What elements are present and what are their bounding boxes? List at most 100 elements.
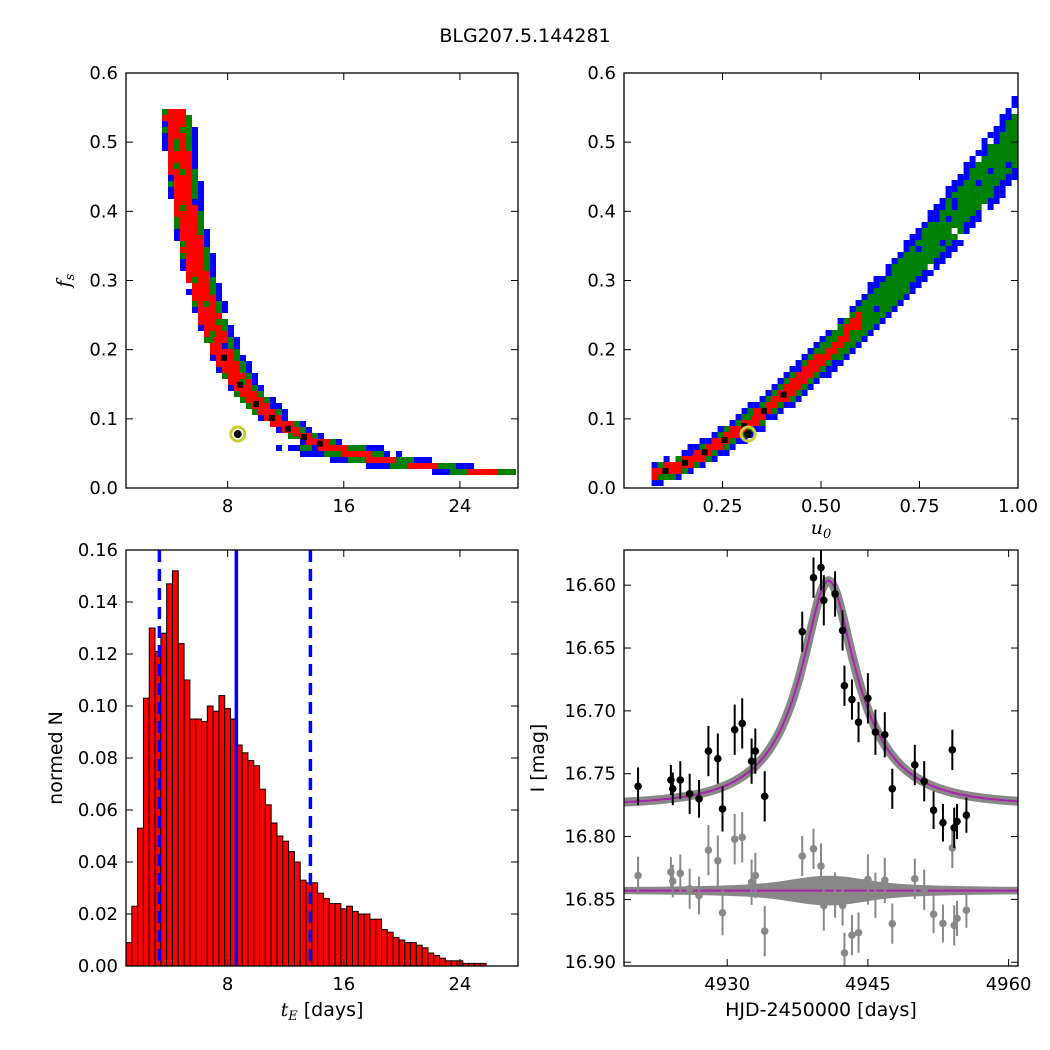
histogram-bar xyxy=(299,879,307,967)
confidence-cell-middle xyxy=(294,421,300,427)
confidence-cell-inner xyxy=(228,361,234,367)
confidence-cell-outer xyxy=(306,451,312,457)
confidence-cell-inner xyxy=(318,445,324,451)
x-axis-label-sub: E xyxy=(287,1009,298,1024)
confidence-cell-inner xyxy=(735,432,742,438)
confidence-cell-middle xyxy=(1011,150,1018,156)
confidence-cell-outer xyxy=(951,186,958,192)
confidence-cell-inner xyxy=(186,247,192,253)
y-tick-label: 0.08 xyxy=(78,748,118,769)
confidence-cell-outer xyxy=(735,438,742,444)
confidence-cell-middle xyxy=(993,180,1000,186)
confidence-cell-inner xyxy=(198,301,204,307)
confidence-cell-middle xyxy=(747,414,754,420)
confidence-cell-middle xyxy=(1005,144,1012,150)
confidence-cell-middle xyxy=(903,276,910,282)
confidence-cell-inner xyxy=(807,360,814,366)
confidence-cell-middle xyxy=(789,372,796,378)
confidence-cell-middle xyxy=(903,270,910,276)
confidence-cell-outer xyxy=(801,390,808,396)
y-tick-label: 16.90 xyxy=(564,952,616,973)
confidence-cell-outer xyxy=(204,241,210,247)
confidence-cell-outer xyxy=(921,276,928,282)
confidence-cell-middle xyxy=(192,169,198,175)
confidence-cell-outer xyxy=(1011,102,1018,108)
confidence-cell-outer xyxy=(909,240,916,246)
y-axis-label: fs xyxy=(53,273,78,289)
confidence-cell-core xyxy=(268,415,275,422)
confidence-cell-outer xyxy=(999,192,1006,198)
confidence-cell-outer xyxy=(999,186,1006,192)
confidence-cell-inner xyxy=(795,384,802,390)
confidence-cell-inner xyxy=(192,289,198,295)
data-point xyxy=(695,795,703,803)
confidence-cell-middle xyxy=(933,252,940,258)
best-fit-point xyxy=(233,430,242,439)
confidence-cell-core xyxy=(701,449,708,456)
confidence-cell-middle xyxy=(987,180,994,186)
confidence-cell-inner xyxy=(837,336,844,342)
confidence-cell-outer xyxy=(981,150,988,156)
confidence-cell-middle xyxy=(408,457,414,463)
confidence-cell-outer xyxy=(687,444,694,450)
residual-point xyxy=(751,871,760,880)
confidence-cell-middle xyxy=(180,169,186,175)
confidence-cell-middle xyxy=(849,336,856,342)
confidence-cell-middle xyxy=(348,457,354,463)
x-tick-label: 4945 xyxy=(845,974,891,995)
confidence-cell-outer xyxy=(462,463,468,469)
residual-point xyxy=(854,928,863,937)
residual-point xyxy=(880,876,889,885)
confidence-cell-middle xyxy=(951,222,958,228)
confidence-cell-middle xyxy=(927,246,934,252)
histogram-bar xyxy=(171,570,179,967)
confidence-cell-outer xyxy=(210,271,216,277)
confidence-cell-core xyxy=(252,400,259,407)
confidence-cell-middle xyxy=(831,354,838,360)
confidence-cell-middle xyxy=(1011,156,1018,162)
confidence-cell-middle xyxy=(192,193,198,199)
confidence-cell-outer xyxy=(891,258,898,264)
confidence-cell-outer xyxy=(795,360,802,366)
confidence-cell-inner xyxy=(186,265,192,271)
confidence-cell-middle xyxy=(180,253,186,259)
confidence-cell-inner xyxy=(432,463,438,469)
confidence-cell-inner xyxy=(687,462,694,468)
confidence-cell-outer xyxy=(963,162,970,168)
y-tick-label: 16.75 xyxy=(564,764,616,785)
confidence-cell-middle xyxy=(174,223,180,229)
confidence-cell-middle xyxy=(987,156,994,162)
confidence-cell-inner xyxy=(204,271,210,277)
confidence-cell-middle xyxy=(837,324,844,330)
confidence-cell-outer xyxy=(795,366,802,372)
confidence-cell-outer xyxy=(735,414,742,420)
confidence-cell-outer xyxy=(825,366,832,372)
confidence-cell-outer xyxy=(825,372,832,378)
confidence-cell-middle xyxy=(657,474,664,480)
confidence-cell-middle xyxy=(819,366,826,372)
confidence-cell-core xyxy=(731,430,738,437)
confidence-cell-outer xyxy=(210,253,216,259)
confidence-cell-outer xyxy=(1011,168,1018,174)
confidence-cell-outer xyxy=(414,457,420,463)
confidence-cell-outer xyxy=(444,469,450,475)
confidence-cell-inner xyxy=(198,271,204,277)
confidence-cell-middle xyxy=(987,144,994,150)
confidence-cell-middle xyxy=(204,259,210,265)
confidence-cell-outer xyxy=(1005,180,1012,186)
confidence-cell-outer xyxy=(993,186,1000,192)
confidence-cell-middle xyxy=(1005,150,1012,156)
confidence-cell-middle xyxy=(969,204,976,210)
confidence-cell-inner xyxy=(186,151,192,157)
confidence-cell-outer xyxy=(783,402,790,408)
confidence-cell-outer xyxy=(819,372,826,378)
confidence-cell-inner xyxy=(651,474,658,480)
confidence-cell-middle xyxy=(186,145,192,151)
confidence-cell-outer xyxy=(861,336,868,342)
confidence-cell-inner xyxy=(168,133,174,139)
confidence-cell-outer xyxy=(885,312,892,318)
confidence-cell-core xyxy=(780,391,787,398)
histogram-bar xyxy=(427,952,435,967)
confidence-cell-outer xyxy=(867,288,874,294)
confidence-cell-middle xyxy=(192,175,198,181)
